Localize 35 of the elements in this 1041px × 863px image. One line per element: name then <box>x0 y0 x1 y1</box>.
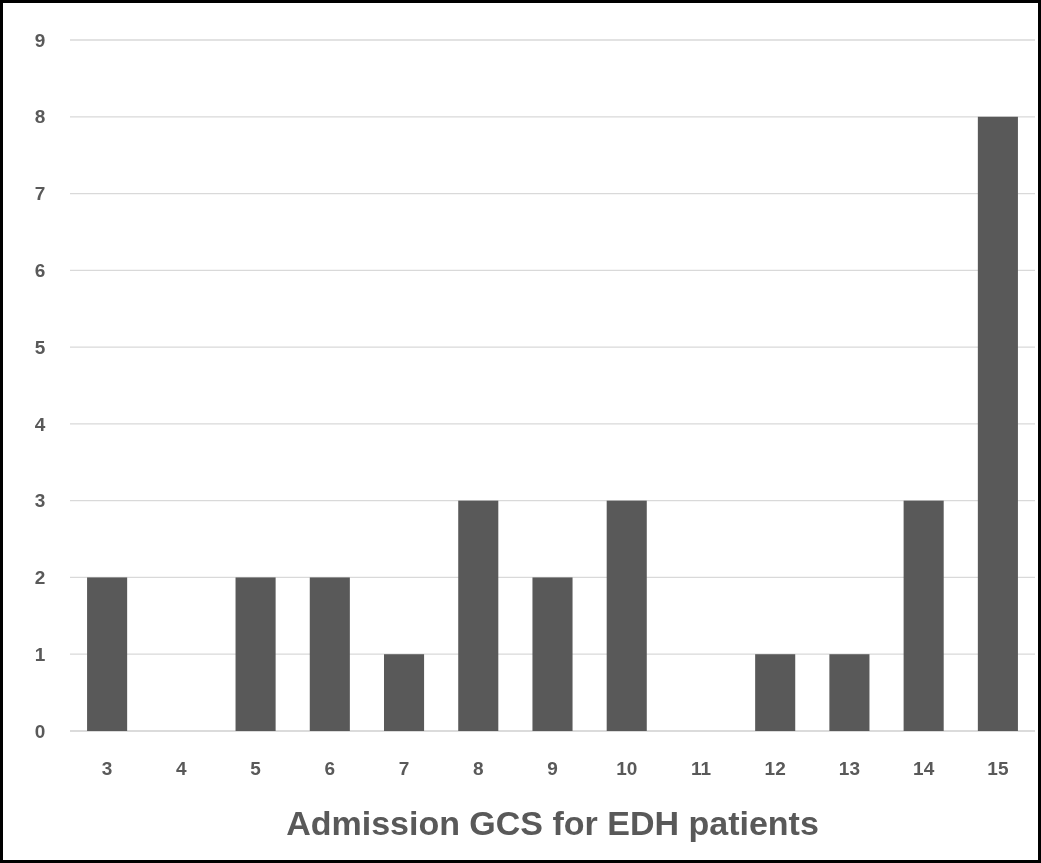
bar <box>87 577 128 731</box>
bar <box>235 577 276 731</box>
y-tick-label: 1 <box>34 643 46 665</box>
x-tick-label: 15 <box>987 758 1009 779</box>
x-tick-label: 10 <box>616 758 638 779</box>
y-tick-label: 0 <box>34 720 46 742</box>
x-tick-label: 9 <box>547 758 558 779</box>
y-tick-label: 6 <box>34 259 46 281</box>
x-tick-label: 4 <box>176 758 188 779</box>
y-tick-label: 9 <box>34 29 46 51</box>
x-tick-label: 14 <box>913 758 935 779</box>
y-tick-label: 5 <box>34 336 46 358</box>
bar <box>458 500 499 731</box>
bar <box>977 116 1018 731</box>
bar <box>384 654 425 731</box>
y-tick-label: 4 <box>34 413 46 435</box>
x-tick-label: 6 <box>324 758 336 779</box>
x-tick-label: 8 <box>472 758 484 779</box>
y-tick-label: 3 <box>34 490 46 512</box>
x-tick-label: 5 <box>250 758 262 779</box>
y-tick-label: 2 <box>34 567 46 589</box>
x-tick-label: 12 <box>764 758 786 779</box>
bar <box>755 654 796 731</box>
x-tick-label: 13 <box>838 758 860 779</box>
x-tick-label: 11 <box>690 758 712 779</box>
x-axis-title: Admission GCS for EDH patients <box>286 804 819 842</box>
y-tick-label: 8 <box>34 106 46 128</box>
y-tick-label: 7 <box>34 183 46 205</box>
x-tick-label: 3 <box>101 758 113 779</box>
bar <box>903 500 944 731</box>
bar <box>309 577 350 731</box>
bar <box>532 577 573 731</box>
bar <box>829 654 870 731</box>
x-tick-label: 7 <box>398 758 410 779</box>
bar <box>606 500 647 731</box>
